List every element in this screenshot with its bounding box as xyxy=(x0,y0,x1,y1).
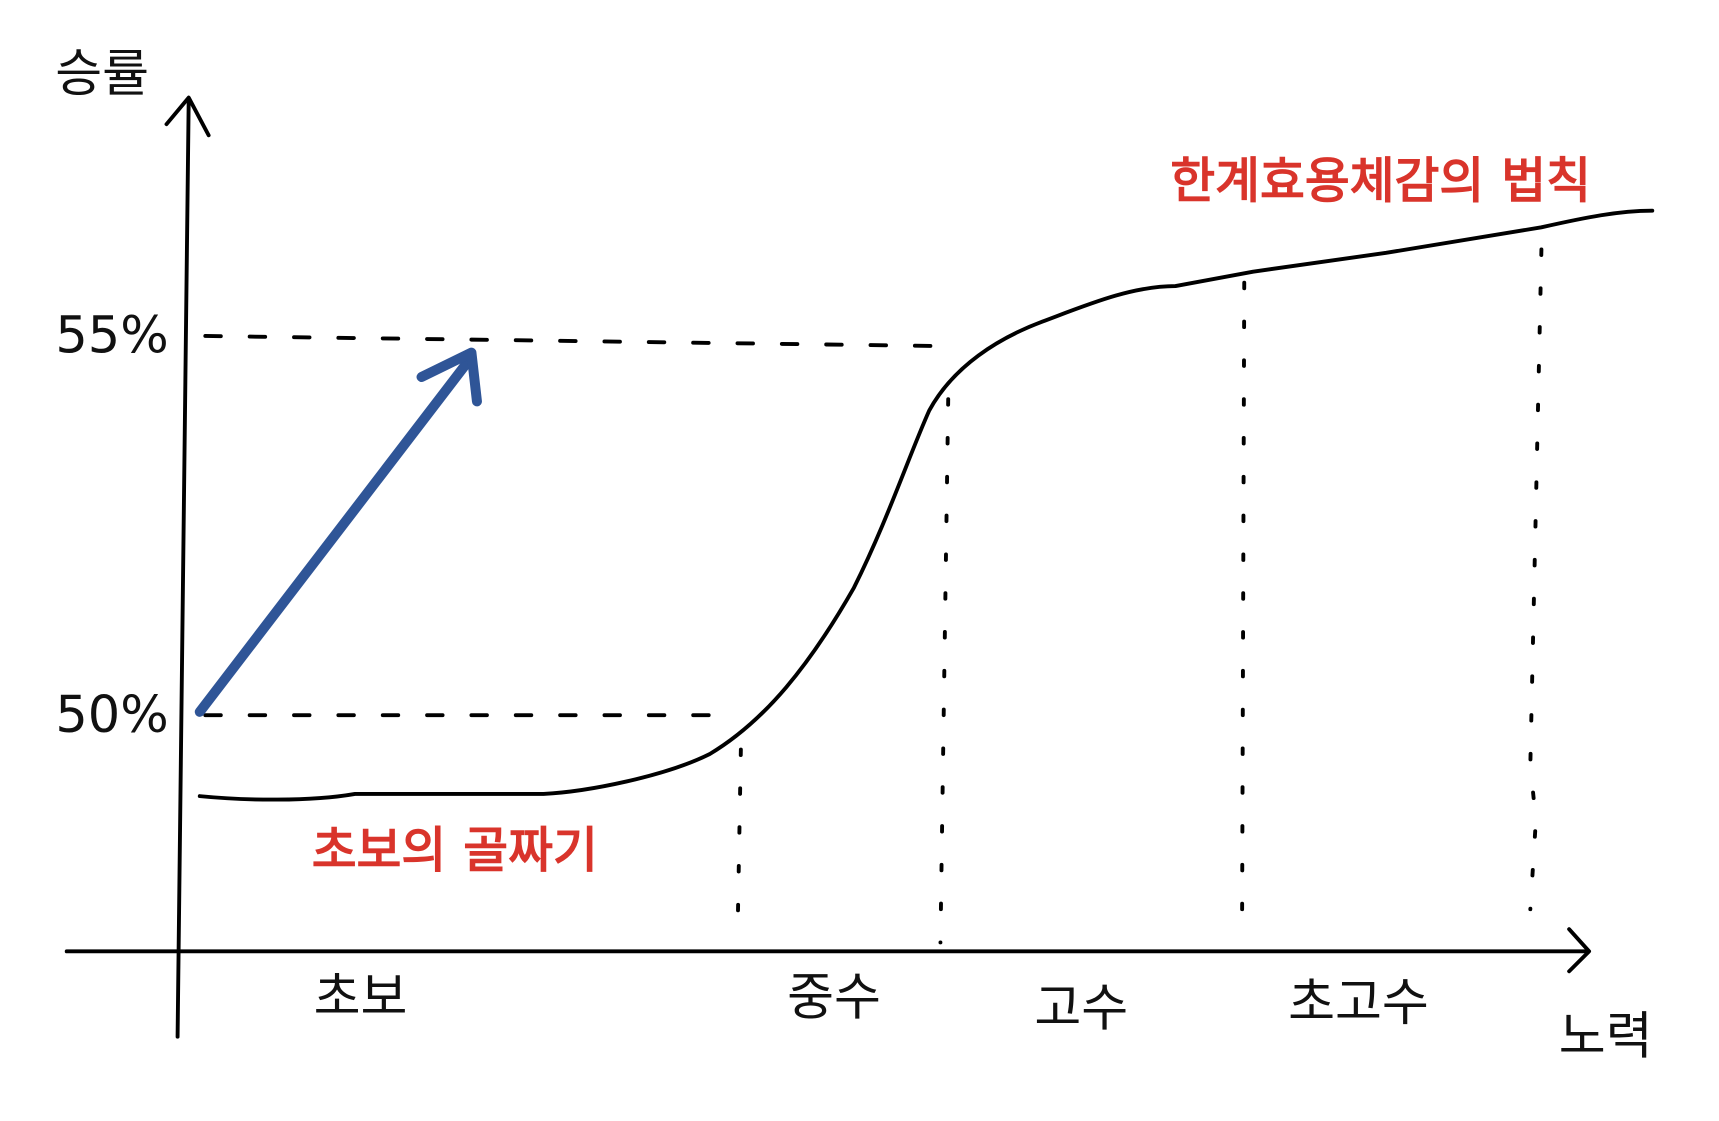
stage-divider xyxy=(1240,280,1247,939)
y-axis-label: 승률 xyxy=(55,45,149,104)
progress-arrow xyxy=(194,352,477,717)
growth-curve xyxy=(197,208,1655,802)
stage-divider xyxy=(735,747,743,939)
stage-divider xyxy=(938,397,951,945)
stage-label: 중수 xyxy=(787,969,881,1028)
y-axis-arrow xyxy=(164,95,211,138)
stage-label: 고수 xyxy=(1034,980,1128,1039)
annotation: 초보의 골짜기 xyxy=(312,822,598,879)
reference-line-55 xyxy=(203,334,934,348)
y-tick-label: 55% xyxy=(55,307,168,366)
x-axis-label: 노력 xyxy=(1559,1007,1653,1066)
progress-arrow-head xyxy=(416,347,482,407)
stage-divider xyxy=(1528,247,1544,912)
stage-label: 초고수 xyxy=(1288,974,1429,1033)
y-axis xyxy=(175,100,191,1039)
stage-label: 초보 xyxy=(314,969,408,1028)
x-axis-arrow xyxy=(1567,927,1592,974)
annotation: 한계효용체감의 법칙 xyxy=(1170,152,1591,209)
y-tick-label: 50% xyxy=(55,686,168,745)
